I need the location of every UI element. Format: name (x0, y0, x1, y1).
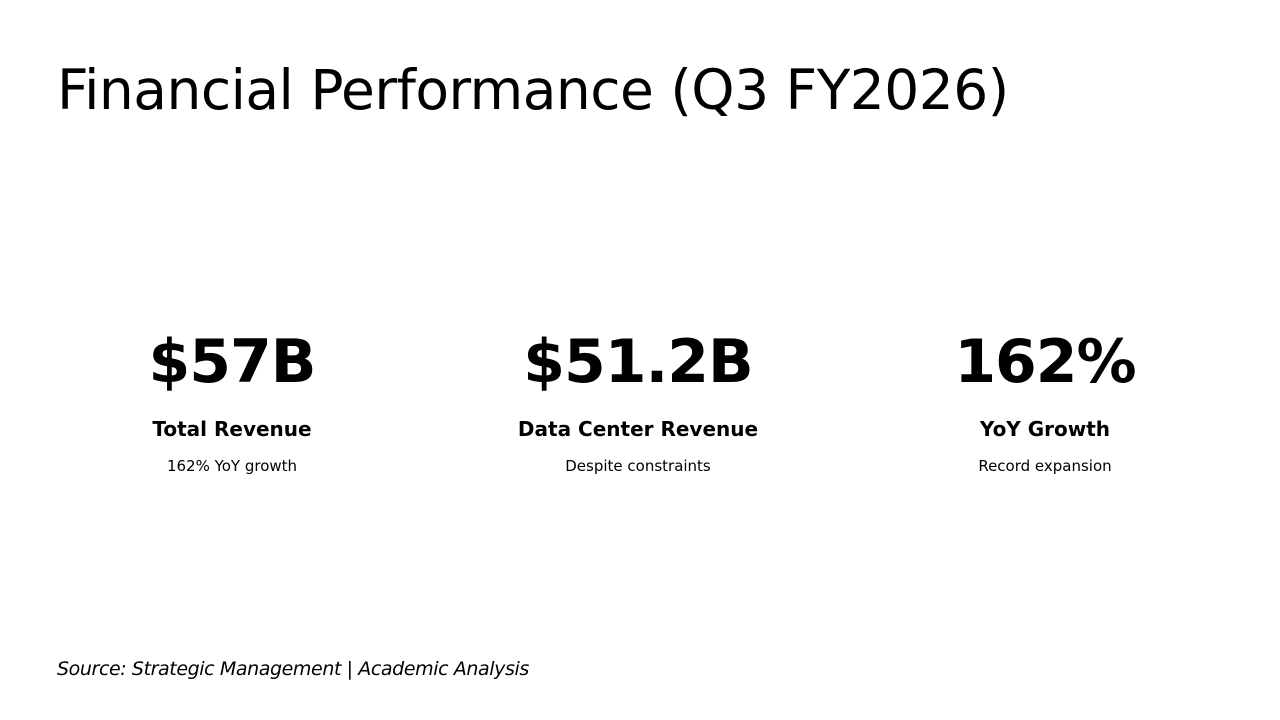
metric-description: Despite constraints (565, 457, 711, 475)
metric-description: 162% YoY growth (166, 457, 298, 475)
metric-label: Total Revenue (152, 417, 312, 441)
metric-total-revenue: $57B Total Revenue 162% YoY growth (32, 322, 432, 476)
metric-label: Data Center Revenue (517, 417, 759, 441)
metric-label: YoY Growth (979, 417, 1111, 441)
metric-yoy-growth: 162% YoY Growth Record expansion (845, 322, 1245, 476)
metric-data-center-revenue: $51.2B Data Center Revenue Despite const… (438, 322, 838, 476)
metric-value: 162% (954, 327, 1136, 397)
metric-description: Record expansion (978, 457, 1112, 475)
metrics-row: $57B Total Revenue 162% YoY growth $51.2… (0, 322, 1280, 502)
slide-title: Financial Performance (Q3 FY2026) (57, 58, 1009, 122)
source-citation: Source: Strategic Management | Academic … (57, 658, 529, 680)
metric-value: $57B (148, 327, 317, 397)
metric-value: $51.2B (523, 327, 754, 397)
